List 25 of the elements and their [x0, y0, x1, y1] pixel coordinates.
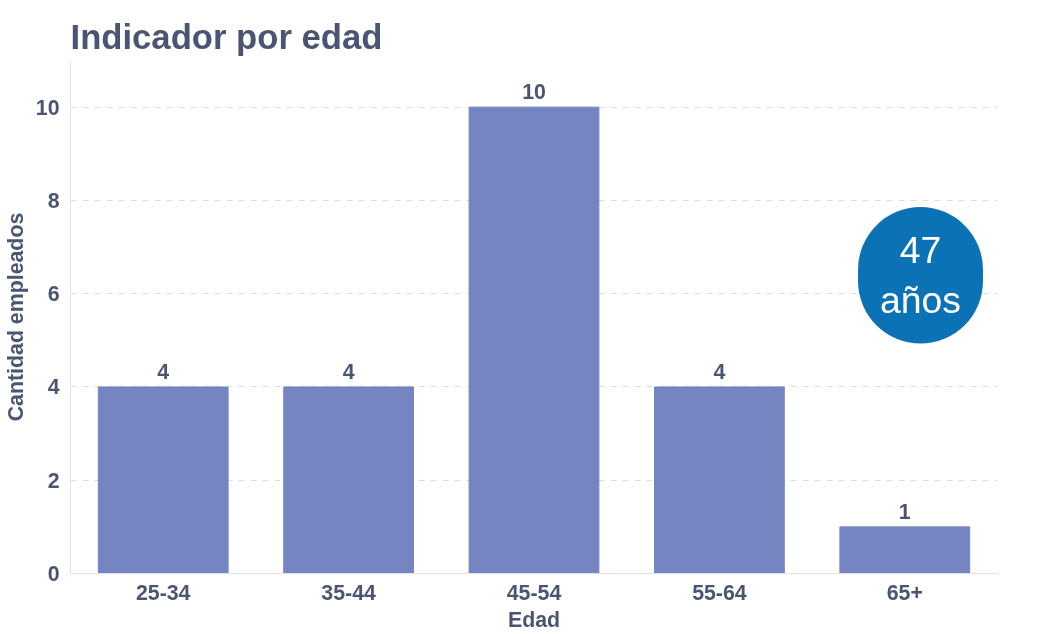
y-tick-label: 4	[47, 375, 60, 400]
y-tick-label: 2	[47, 468, 60, 493]
data-label: 4	[157, 359, 170, 384]
bar	[97, 386, 229, 574]
bar	[839, 526, 971, 574]
bar	[283, 386, 414, 574]
x-axis-title: Edad	[507, 607, 561, 632]
y-tick-label: 10	[35, 95, 60, 120]
data-label: 10	[522, 80, 546, 105]
annotation: 47 años	[880, 229, 961, 322]
chart-title: Indicador por edad	[70, 17, 383, 56]
x-tick-label: 55-64	[692, 580, 747, 605]
bar	[468, 106, 600, 574]
x-tick-label: 65+	[886, 580, 923, 605]
x-tick-label: 45-54	[506, 580, 562, 605]
y-tick-label: 8	[47, 188, 60, 213]
y-tick-label: 0	[47, 562, 60, 586]
y-axis-title: Cantidad empleados	[3, 212, 28, 422]
data-label: 1	[898, 499, 911, 524]
x-tick-label: 35-44	[321, 580, 377, 605]
data-label: 4	[713, 359, 726, 384]
data-label: 4	[342, 359, 355, 384]
bar	[654, 386, 785, 574]
x-tick-label: 25-34	[135, 580, 191, 605]
y-tick-label: 6	[47, 282, 60, 307]
